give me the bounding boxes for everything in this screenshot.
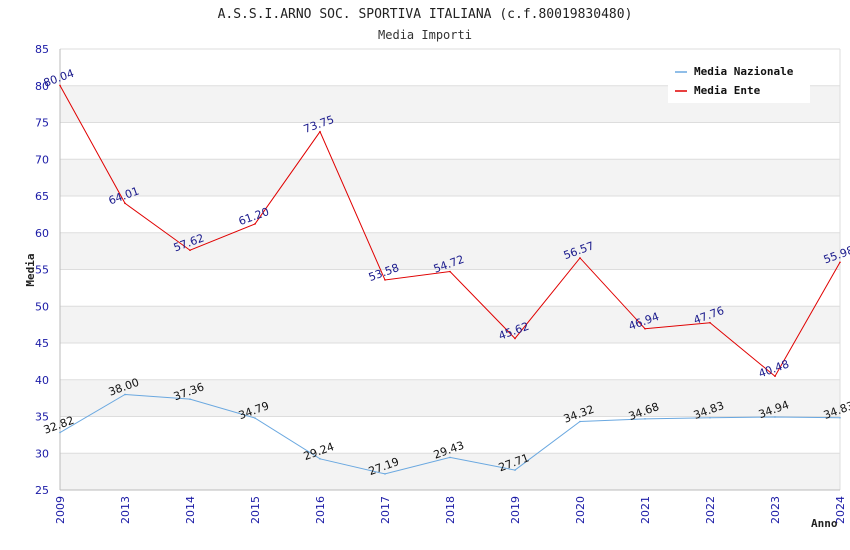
x-tick-label: 2022	[704, 496, 717, 524]
data-point-media-nazionale	[124, 393, 126, 396]
x-axis-label: Anno	[811, 517, 838, 530]
y-tick-label: 25	[35, 484, 49, 497]
data-point-media-nazionale	[319, 458, 321, 460]
data-point-media-nazionale	[644, 418, 646, 420]
grid-bands	[60, 85, 840, 490]
x-tick-label: 2013	[119, 496, 132, 524]
y-tick-label: 40	[35, 374, 49, 387]
x-tick-label: 2016	[314, 496, 327, 524]
x-tick-label: 2009	[54, 496, 67, 524]
data-point-media-ente	[384, 279, 386, 281]
x-tick-label: 2014	[184, 496, 197, 524]
x-tick-label: 2020	[574, 496, 587, 524]
data-point-media-nazionale	[839, 416, 841, 419]
x-tick-label: 2017	[379, 496, 392, 524]
grid-band	[60, 159, 840, 196]
y-tick-label: 60	[35, 227, 49, 240]
x-tick-label: 2023	[769, 496, 782, 524]
y-axis-label: Media	[24, 253, 37, 286]
x-tick-label: 2024	[834, 496, 847, 524]
data-point-media-ente	[189, 249, 191, 252]
x-tick-label: 2015	[249, 496, 262, 524]
y-tick-label: 35	[35, 411, 49, 424]
data-point-media-nazionale	[384, 473, 386, 475]
data-point-media-ente	[514, 337, 516, 340]
data-point-media-ente	[254, 223, 256, 225]
data-point-media-ente	[124, 202, 126, 205]
x-tick-label: 2018	[444, 496, 457, 524]
data-point-media-nazionale	[59, 431, 61, 434]
grid-band	[60, 379, 840, 417]
y-tick-label: 30	[35, 447, 49, 460]
grid-band	[60, 232, 840, 270]
data-point-media-nazionale	[449, 456, 451, 459]
chart-title: A.S.S.I.ARNO SOC. SPORTIVA ITALIANA (c.f…	[218, 7, 633, 22]
y-tick-label: 80	[35, 80, 49, 93]
grid-band	[60, 453, 840, 490]
data-point-media-ente	[579, 257, 581, 259]
data-point-media-nazionale	[774, 416, 776, 418]
y-tick-label: 75	[35, 117, 49, 130]
data-point-media-nazionale	[189, 398, 191, 400]
data-point-media-ente	[644, 327, 646, 330]
data-label-media-ente: 40.48	[757, 357, 791, 380]
data-point-media-ente	[59, 84, 61, 87]
data-point-media-nazionale	[579, 420, 581, 423]
y-tick-label: 45	[35, 337, 49, 350]
y-tick-label: 55	[35, 264, 49, 277]
y-tick-label: 85	[35, 43, 49, 56]
y-tick-label: 70	[35, 153, 49, 166]
data-point-media-ente	[449, 270, 451, 273]
x-tick-label: 2019	[509, 496, 522, 524]
data-point-media-nazionale	[514, 469, 516, 471]
grid-band	[60, 306, 840, 343]
y-tick-labels: 25 30 35 40 45 50 55 60 65 70 75 80 85	[35, 43, 49, 497]
legend-label-media-nazionale: Media Nazionale	[694, 65, 794, 78]
legend-box	[668, 59, 810, 103]
data-point-media-ente	[709, 321, 711, 324]
data-point-media-nazionale	[709, 416, 711, 419]
x-tick-label: 2021	[639, 496, 652, 524]
y-tick-label: 65	[35, 190, 49, 203]
data-point-media-ente	[319, 130, 321, 133]
data-point-media-ente	[839, 261, 841, 264]
legend-label-media-ente: Media Ente	[694, 84, 761, 97]
data-point-media-ente	[774, 375, 776, 378]
x-tick-labels: 2009 2013 2014 2015 2016 2017 2018 2019 2020 2021…	[54, 496, 847, 524]
chart-subtitle: Media Importi	[378, 28, 472, 42]
legend: Media Nazionale Media Ente	[668, 59, 810, 103]
y-tick-label: 50	[35, 300, 49, 313]
data-point-media-nazionale	[254, 417, 256, 419]
